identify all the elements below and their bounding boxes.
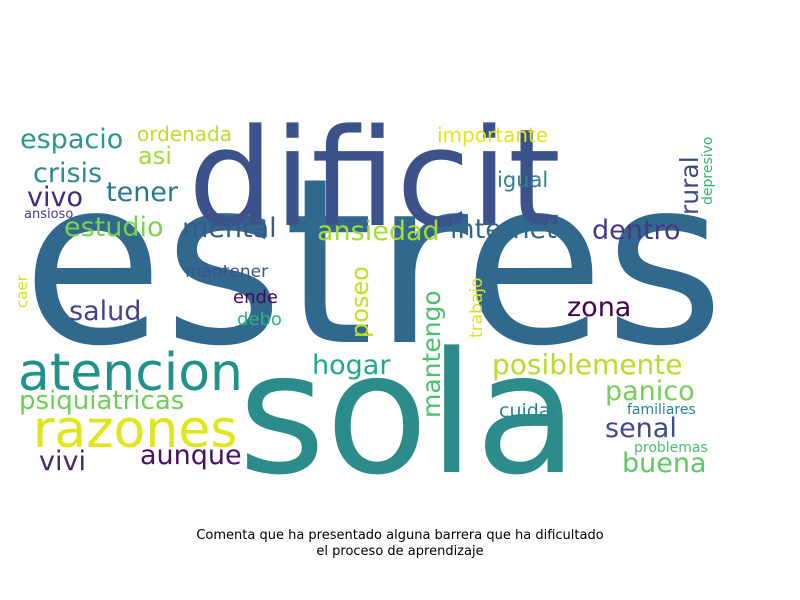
word-estudio: estudio [64,212,164,243]
caption-line-1: Comenta que ha presentado alguna barrera… [196,528,604,543]
figure-caption: Comenta que ha presentado alguna barrera… [0,528,800,560]
word-ansioso: ansioso [24,207,73,222]
word-asi: asi [138,142,172,170]
word-espacio: espacio [20,124,123,155]
word-hogar: hogar [312,350,391,381]
word-salud: salud [69,296,141,327]
word-panico: panico [605,376,695,407]
word-tener: tener [106,177,179,208]
word-ansiedad: ansiedad [317,216,440,247]
word-ende: ende [233,287,278,308]
word-depresivo: depresivo [700,137,716,205]
word-poseo: poseo [346,266,374,338]
word-aunque: aunque [140,440,242,471]
word-zona: zona [567,292,631,323]
word-problemas: problemas [634,440,708,456]
word-posiblemente: posiblemente [492,348,683,381]
word-atencion: atencion [18,343,243,403]
word-igual: igual [497,168,548,192]
word-senal: senal [605,413,677,444]
word-mental: mental [182,213,277,244]
word-debo: debo [237,309,282,330]
caption-line-2: el proceso de aprendizaje [316,544,484,559]
word-psiquiatricas: psiquiatricas [19,386,184,416]
word-trabajo: trabajo [467,278,487,338]
word-rural: rural [675,156,704,215]
word-sola: sola [238,316,578,512]
word-mantengo: mantengo [417,290,446,418]
word-familiares: familiares [627,402,696,418]
word-caer: caer [13,274,31,308]
word-dificit: dificit [188,100,561,257]
word-ordenada: ordenada [137,122,232,146]
word-vivo: vivo [27,182,83,213]
word-mantener: mantener [185,262,268,282]
word-importante: importante [437,123,548,147]
word-cuidar: cuidar [499,400,558,422]
word-vivi: vivi [39,446,86,477]
word-buena: buena [622,448,707,479]
word-razones: razones [33,400,237,460]
word-dentro: dentro [592,215,680,246]
word-estres: estres [22,130,724,397]
word-crisis: crisis [33,158,102,189]
word-internet: internet [450,214,557,245]
